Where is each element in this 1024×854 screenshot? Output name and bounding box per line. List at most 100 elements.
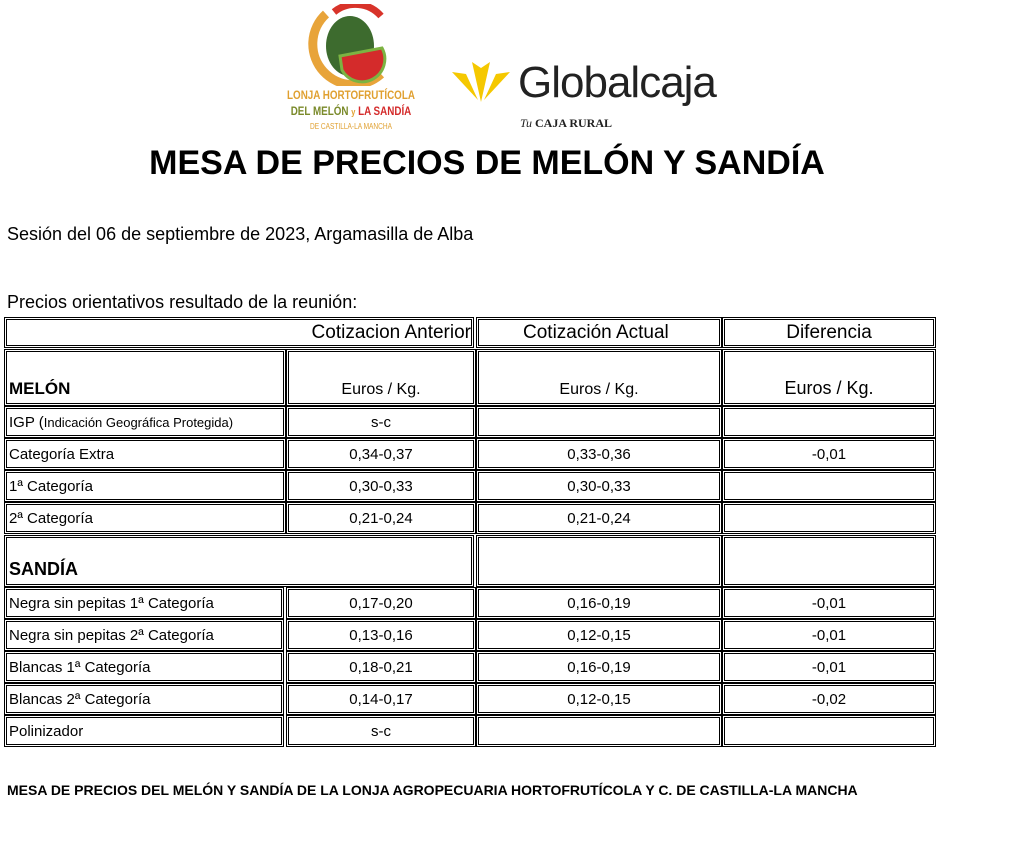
sandia-row-label: Negra sin pepitas 2ª Categoría [4, 619, 284, 651]
melon-row-actual: 0,21-0,24 [476, 502, 722, 534]
globalcaja-name: Globalcaja [518, 58, 717, 107]
melon-row-anterior: 0,34-0,37 [286, 438, 476, 470]
sandia-row-anterior: 0,13-0,16 [286, 619, 476, 651]
unit-diferencia: Euros / Kg. [722, 349, 936, 406]
sandia-section-label-text: SANDÍA [9, 559, 79, 579]
igp-actual [476, 406, 722, 438]
sandia-row-label-text: Blancas 1ª Categoría [9, 658, 151, 676]
sandia-row-label: Blancas 2ª Categoría [4, 683, 284, 715]
unit-diferencia-text: Euros / Kg. [784, 378, 874, 398]
sandia-empty-actual [476, 535, 722, 587]
melon-row-anterior: 0,30-0,33 [286, 470, 476, 502]
sandia-row-anterior: 0,17-0,20 [286, 587, 476, 619]
header-diferencia-text: Diferencia [786, 321, 872, 343]
sandia-row-label: Polinizador [4, 715, 284, 747]
melon-row-diferencia: -0,01 [722, 438, 936, 470]
lonja-logo-line1: LONJA HORTOFRUTÍCOLA [287, 88, 415, 102]
melon-row-actual-text: 0,21-0,24 [567, 509, 631, 527]
sandia-row-label-text: Polinizador [9, 722, 84, 740]
sandia-row-label-text: Negra sin pepitas 2ª Categoría [9, 626, 214, 644]
igp-anterior-text: s-c [371, 413, 391, 431]
melon-row-label-text: Categoría Extra [9, 445, 115, 463]
sandia-row-actual: 0,16-0,19 [476, 651, 722, 683]
sandia-row-actual-text: 0,16-0,19 [567, 594, 631, 612]
lonja-logo-line2c: LA SANDÍA [358, 104, 412, 118]
sandia-row-diferencia-text: -0,01 [811, 594, 847, 612]
sandia-row-actual-text: 0,16-0,19 [567, 658, 631, 676]
sandia-row-anterior: 0,14-0,17 [286, 683, 476, 715]
igp-label: IGP (Indicación Geográfica Protegida) [4, 406, 286, 438]
globalcaja-tagline: Tu CAJA RURAL [520, 116, 612, 130]
intro-text: Precios orientativos resultado de la reu… [7, 292, 358, 312]
sandia-row-diferencia: -0,01 [722, 587, 936, 619]
session-text: Sesión del 06 de septiembre de 2023, Arg… [7, 224, 474, 244]
melon-row-anterior-text: 0,34-0,37 [349, 445, 413, 463]
lonja-logo-line2b: y [351, 107, 356, 117]
header-cotizacion-actual-text: Cotización Actual [523, 321, 669, 343]
lonja-logo-line2a: DEL MELÓN [290, 104, 349, 118]
melon-row-anterior: 0,21-0,24 [286, 502, 476, 534]
sandia-row-diferencia-text: -0,02 [811, 690, 847, 708]
sandia-row-diferencia-text: -0,01 [811, 626, 847, 644]
igp-label-main: IGP ( [9, 413, 44, 431]
lonja-logo: LONJA HORTOFRUTÍCOLA DEL MELÓN y LA SAND… [271, 0, 431, 136]
melon-section-label-text: MELÓN [9, 379, 71, 398]
sandia-row-actual-text: 0,12-0,15 [567, 626, 631, 644]
header-diferencia: Diferencia [722, 317, 936, 348]
melon-row-label: 1ª Categoría [4, 470, 286, 502]
page-title: MESA DE PRECIOS DE MELÓN Y SANDÍA [149, 144, 825, 182]
sandia-row-anterior: 0,18-0,21 [286, 651, 476, 683]
melon-row-diferencia [722, 470, 936, 502]
sandia-row-actual-text: 0,12-0,15 [567, 690, 631, 708]
sandia-row-diferencia [722, 715, 936, 747]
igp-diferencia [722, 406, 936, 438]
sandia-section-label: SANDÍA [4, 535, 474, 587]
sandia-row-actual: 0,12-0,15 [476, 683, 722, 715]
unit-actual-text: Euros / Kg. [559, 381, 639, 398]
lonja-logo-line3: DE CASTILLA-LA MANCHA [309, 122, 393, 131]
tagline-text: CAJA RURAL [535, 116, 613, 130]
melon-row-anterior-text: 0,21-0,24 [349, 509, 413, 527]
melon-row-actual: 0,30-0,33 [476, 470, 722, 502]
sandia-row-anterior-text: 0,17-0,20 [349, 594, 413, 612]
header-cotizacion-anterior-text: Cotizacion Anterior [311, 321, 471, 343]
melon-row-actual-text: 0,33-0,36 [567, 445, 631, 463]
melon-row-anterior-text: 0,30-0,33 [349, 477, 413, 495]
sandia-row-label: Negra sin pepitas 1ª Categoría [4, 587, 284, 619]
sandia-row-anterior-text: s-c [371, 722, 391, 740]
igp-anterior: s-c [286, 406, 476, 438]
sandia-row-anterior-text: 0,13-0,16 [349, 626, 413, 644]
footer-text: MESA DE PRECIOS DEL MELÓN Y SANDÍA DE LA… [7, 782, 858, 798]
wheat-logo-icon [452, 62, 510, 102]
melon-row-label-text: 2ª Categoría [9, 509, 93, 527]
sandia-row-diferencia: -0,01 [722, 619, 936, 651]
tagline-prefix: Tu [520, 116, 533, 130]
unit-anterior: Euros / Kg. [286, 349, 476, 406]
sandia-row-diferencia-text: -0,01 [811, 658, 847, 676]
sandia-row-diferencia: -0,01 [722, 651, 936, 683]
header-cotizacion-anterior: Cotizacion Anterior [4, 317, 474, 348]
sandia-row-actual [476, 715, 722, 747]
melon-row-label: Categoría Extra [4, 438, 286, 470]
lonja-logo-line2: DEL MELÓN y LA SANDÍA [285, 104, 416, 119]
melon-row-diferencia [722, 502, 936, 534]
sandia-row-anterior-text: 0,14-0,17 [349, 690, 413, 708]
melon-row-actual: 0,33-0,36 [476, 438, 722, 470]
igp-label-small: Indicación Geográfica Protegida) [43, 414, 234, 430]
sandia-row-label: Blancas 1ª Categoría [4, 651, 284, 683]
sandia-row-actual: 0,12-0,15 [476, 619, 722, 651]
melon-row-label: 2ª Categoría [4, 502, 286, 534]
globalcaja-logo: Globalcaja Tu CAJA RURAL [450, 54, 717, 134]
sandia-row-label-text: Negra sin pepitas 1ª Categoría [9, 594, 214, 612]
sandia-empty-diferencia [722, 535, 936, 587]
sandia-row-anterior: s-c [286, 715, 476, 747]
melon-row-actual-text: 0,30-0,33 [567, 477, 631, 495]
sandia-row-anterior-text: 0,18-0,21 [349, 658, 413, 676]
melon-row-label-text: 1ª Categoría [9, 477, 93, 495]
sandia-row-label-text: Blancas 2ª Categoría [9, 690, 151, 708]
unit-anterior-text: Euros / Kg. [341, 381, 421, 398]
unit-actual: Euros / Kg. [476, 349, 722, 406]
sandia-row-diferencia: -0,02 [722, 683, 936, 715]
sandia-row-actual: 0,16-0,19 [476, 587, 722, 619]
